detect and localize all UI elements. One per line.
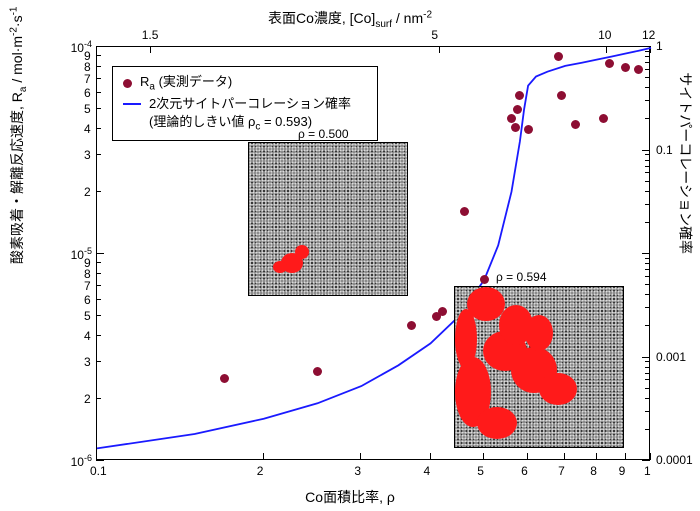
tick-label: 2: [257, 464, 264, 478]
top-axis-text: 表面Co濃度, [Co]surf / nm-2: [268, 10, 432, 26]
tick-label: 4: [84, 122, 91, 136]
inset-rho-0594: [454, 286, 624, 448]
inset1-noise: [249, 143, 407, 295]
legend-curve-label: 2次元サイトパーコレーション確率: [149, 95, 351, 113]
inset1-label-text: ρ = 0.500: [298, 127, 349, 141]
bottom-axis-text: Co面積比率, ρ: [305, 489, 395, 505]
tick-label: 7: [84, 72, 91, 86]
tick-label: 3: [84, 148, 91, 162]
tick-label: 1.5: [142, 28, 159, 42]
legend-dot-icon: [123, 79, 132, 88]
tick-label: 0.0001: [656, 453, 693, 467]
tick-mark: [96, 460, 104, 461]
tick-label: 3: [354, 464, 361, 478]
data-point: [634, 65, 643, 74]
inset2-noise: [455, 287, 623, 447]
tick-label: 1: [656, 39, 663, 53]
data-point: [438, 307, 447, 316]
inset2-label-text: ρ = 0.594: [496, 270, 547, 284]
tick-label: 9: [84, 49, 91, 63]
legend-threshold-label: (理論的しきい値 ρc = 0.593): [149, 113, 312, 135]
right-axis-label: サイトパーコレーション確率: [676, 72, 696, 254]
tick-label: 4: [84, 329, 91, 343]
tick-mark: [650, 453, 651, 460]
tick-label: 10: [598, 28, 611, 42]
tick-label: 6: [84, 86, 91, 100]
tick-label: 2: [84, 185, 91, 199]
legend-row-curve: 2次元サイトパーコレーション確率: [123, 95, 367, 113]
tick-label: 6: [521, 464, 528, 478]
tick-label: 3: [84, 355, 91, 369]
legend-line-icon: [123, 103, 141, 105]
tick-label: 10-6: [71, 453, 92, 469]
tick-label: 2: [84, 392, 91, 406]
tick-label: 9: [619, 464, 626, 478]
data-point: [605, 59, 614, 68]
tick-mark: [642, 460, 650, 461]
left-axis-text: 酸素吸着・解離反応速度, Ra / mol·m-2·s-1: [9, 7, 25, 265]
top-axis-label: 表面Co濃度, [Co]surf / nm-2: [268, 8, 432, 30]
tick-label: 0.1: [90, 464, 107, 478]
tick-label: 5: [84, 309, 91, 323]
tick-label: 1: [644, 464, 651, 478]
tick-mark: [650, 46, 651, 53]
legend-row-ra: Ra (実測データ): [123, 73, 367, 95]
data-point: [524, 125, 533, 134]
inset2-label: ρ = 0.594: [496, 270, 547, 284]
inset-rho-0500: [248, 142, 408, 296]
right-axis-text: サイトパーコレーション確率: [678, 72, 694, 254]
tick-label: 5: [477, 464, 484, 478]
tick-label: 4: [424, 464, 431, 478]
legend-ra-label: Ra (実測データ): [140, 73, 232, 95]
tick-label: 5: [431, 28, 438, 42]
tick-label: 7: [84, 279, 91, 293]
tick-label: 6: [84, 293, 91, 307]
data-point: [599, 114, 608, 123]
tick-label: 0.1: [656, 143, 673, 157]
bottom-axis-label: Co面積比率, ρ: [305, 487, 395, 507]
tick-label: 8: [590, 464, 597, 478]
data-point: [511, 123, 520, 132]
tick-label: 9: [84, 256, 91, 270]
tick-label: 12: [642, 28, 655, 42]
data-point: [460, 207, 469, 216]
chart-root: 表面Co濃度, [Co]surf / nm-2 Co面積比率, ρ 酸素吸着・解…: [0, 0, 700, 511]
data-point: [554, 52, 563, 61]
left-axis-label: 酸素吸着・解離反応速度, Ra / mol·m-2·s-1: [7, 7, 29, 265]
tick-label: 0.001: [656, 350, 686, 364]
tick-label: 5: [84, 102, 91, 116]
data-point: [621, 63, 630, 72]
tick-label: 7: [558, 464, 565, 478]
inset1-label: ρ = 0.500: [298, 127, 349, 141]
